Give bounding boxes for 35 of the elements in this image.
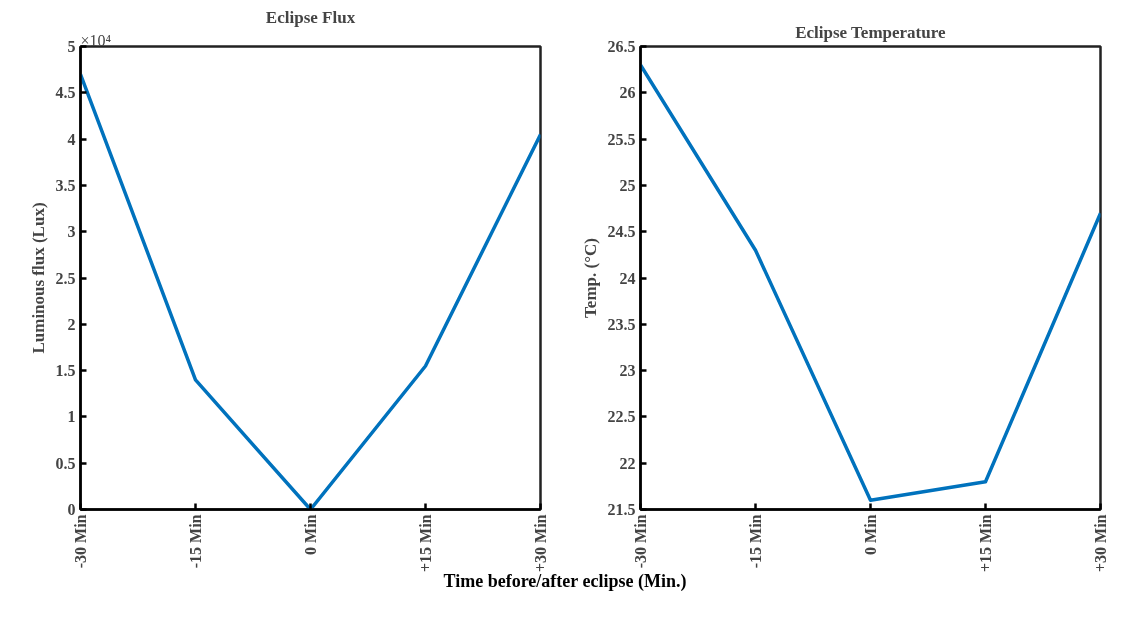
y-tick-label: 4 (67, 130, 76, 148)
y-tick-label: 25.5 (607, 130, 636, 148)
x-tick-label: 0 Min (302, 514, 319, 555)
x-tick-label: 0 Min (862, 514, 879, 555)
y-tick-label: 3.5 (55, 176, 76, 194)
y-tick-label: 4.5 (55, 84, 76, 102)
chart-title: Eclipse Temperature (795, 22, 946, 42)
y-tick-label: 23.5 (607, 315, 636, 333)
y-tick-label: 22.5 (607, 408, 636, 426)
y-tick-label: 0.5 (55, 454, 76, 472)
chart-title: Eclipse Flux (265, 7, 356, 27)
y-tick-label: 25 (619, 176, 636, 194)
x-axis-title: Time before/after eclipse (Min.) (443, 571, 687, 593)
x-tick-label: +30 Min (532, 514, 549, 573)
y-tick-label: 23 (619, 362, 636, 380)
x-tick-label: +15 Min (977, 514, 994, 573)
y-tick-label: 24.5 (607, 223, 636, 241)
y-tick-label: 1 (67, 408, 76, 426)
y-tick-label: 2.5 (55, 269, 76, 287)
y-tick-label: 26.5 (607, 38, 636, 55)
y-tick-label: 1.5 (55, 362, 76, 380)
x-tick-label: +15 Min (417, 514, 434, 573)
x-tick-label: -15 Min (187, 514, 204, 569)
y-tick-label: 24 (619, 269, 636, 287)
y-axis-title: Luminous flux (Lux) (28, 202, 48, 354)
y-tick-label: 5 (67, 38, 76, 55)
y-tick-label: 3 (67, 223, 76, 241)
annotation: ×10⁴ (80, 31, 112, 49)
y-tick-label: 26 (619, 84, 636, 102)
y-tick-label: 2 (67, 315, 76, 333)
x-tick-label: +30 Min (1092, 514, 1109, 573)
line-series (640, 63, 1101, 502)
x-tick-label: -15 Min (747, 514, 764, 569)
y-axis-title: Temp. (°C) (580, 238, 600, 318)
y-tick-label: 22 (619, 454, 636, 472)
